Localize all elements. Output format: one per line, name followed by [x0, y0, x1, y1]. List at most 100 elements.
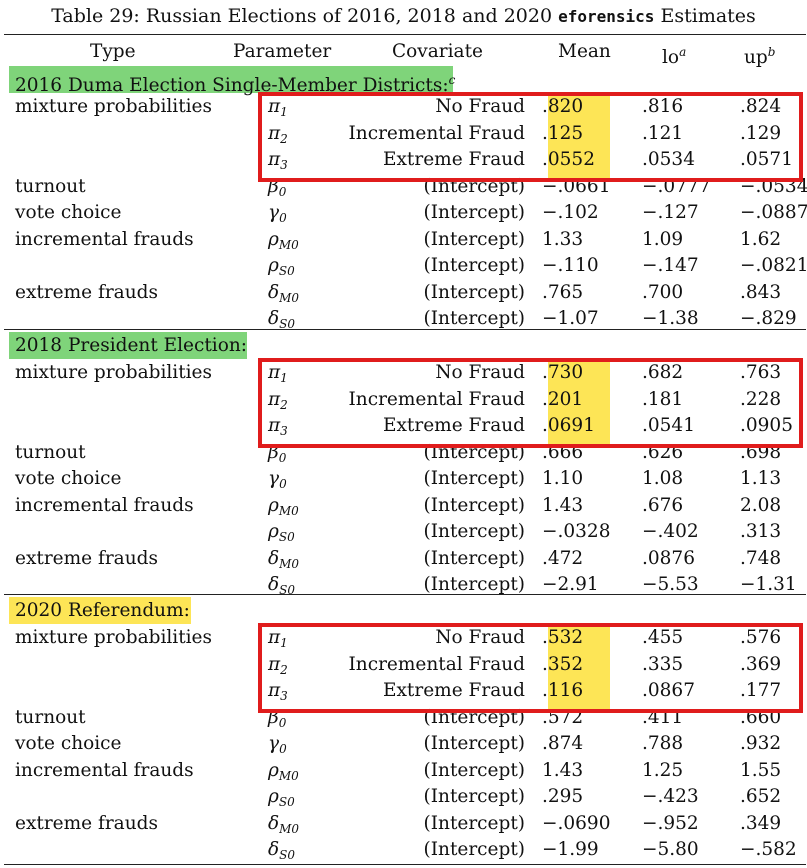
- row-mean: −.0690: [542, 812, 611, 834]
- row-lo: .700: [642, 281, 684, 303]
- parameter-subscript: M0: [278, 768, 299, 783]
- parameter-subscript: M0: [279, 290, 300, 305]
- row-up: .369: [740, 653, 782, 675]
- parameter-subscript: 0: [278, 715, 287, 730]
- row-parameter: π2: [268, 387, 288, 413]
- parameter-symbol: π: [268, 96, 281, 117]
- row-mean: −1.99: [542, 839, 599, 860]
- row-mean: .201: [542, 388, 584, 410]
- row-parameter: δM0: [268, 811, 299, 837]
- top-rule: [4, 34, 806, 35]
- row-mean: .352: [542, 653, 584, 675]
- header-covariate: Covariate: [392, 41, 483, 62]
- parameter-subscript: S0: [279, 848, 295, 862]
- row-covariate: (Intercept): [423, 812, 525, 834]
- parameter-subscript: S0: [278, 795, 295, 809]
- row-covariate: (Intercept): [423, 574, 525, 595]
- row-parameter: π1: [268, 625, 288, 651]
- parameter-symbol: ρ: [268, 521, 279, 542]
- row-covariate: (Intercept): [423, 202, 525, 223]
- row-parameter: π1: [268, 360, 288, 386]
- row-covariate: Extreme Fraud: [382, 680, 525, 701]
- row-covariate: (Intercept): [423, 733, 525, 754]
- row-covariate: No Fraud: [435, 627, 525, 648]
- section-title-text: 2020 Referendum:: [15, 600, 190, 621]
- header-type: Type: [90, 41, 136, 62]
- row-type: incremental frauds: [15, 228, 194, 250]
- row-mean: .116: [542, 680, 584, 701]
- header-lo-sup: a: [679, 45, 687, 59]
- parameter-subscript: M0: [279, 556, 300, 571]
- row-mean: 1.33: [542, 228, 584, 250]
- table-caption: Table 29: Russian Elections of 2016, 201…: [0, 3, 807, 29]
- parameter-symbol: π: [268, 627, 281, 648]
- caption-suffix: Estimates: [660, 5, 756, 27]
- row-up: .0905: [740, 415, 793, 436]
- row-lo: −5.80: [642, 839, 699, 860]
- row-type: extreme frauds: [15, 547, 158, 569]
- row-parameter: δS0: [268, 837, 295, 863]
- parameter-subscript: 0: [279, 211, 287, 225]
- row-parameter: π2: [268, 121, 288, 147]
- row-up: −.0821: [740, 255, 807, 276]
- row-mean: .532: [542, 627, 584, 648]
- row-parameter: ρS0: [268, 519, 295, 545]
- parameter-symbol: γ: [268, 733, 280, 754]
- parameter-symbol: δ: [268, 812, 280, 834]
- row-type: turnout: [15, 706, 86, 728]
- row-lo: .0541: [642, 415, 695, 436]
- row-type: mixture probabilities: [15, 627, 212, 648]
- row-parameter: δM0: [268, 280, 299, 306]
- header-parameter: Parameter: [233, 41, 332, 62]
- section-title-highlight: [9, 597, 191, 624]
- row-covariate: (Intercept): [423, 521, 525, 542]
- row-lo: .788: [642, 733, 684, 754]
- row-type: vote choice: [15, 733, 122, 754]
- row-lo: .0534: [642, 149, 695, 170]
- row-mean: .295: [542, 786, 584, 807]
- row-up: .0571: [740, 149, 793, 170]
- row-type: vote choice: [15, 202, 122, 223]
- row-mean: .730: [542, 362, 584, 383]
- row-type: vote choice: [15, 468, 122, 489]
- row-up: .313: [740, 521, 782, 542]
- row-mean: .0552: [542, 149, 595, 170]
- row-covariate: (Intercept): [423, 281, 525, 303]
- parameter-subscript: 0: [278, 184, 287, 199]
- parameter-symbol: γ: [268, 468, 280, 489]
- row-lo: .816: [642, 96, 684, 117]
- row-lo: −.952: [642, 812, 699, 834]
- parameter-subscript: M0: [279, 821, 300, 836]
- row-covariate: Incremental Fraud: [348, 388, 525, 410]
- row-parameter: ρM0: [268, 227, 299, 253]
- row-parameter: δS0: [268, 572, 295, 598]
- row-lo: .181: [642, 388, 684, 410]
- parameter-subscript: 1: [280, 105, 288, 119]
- parameter-subscript: 0: [279, 477, 287, 491]
- row-lo: −.127: [642, 202, 699, 223]
- row-mean: 1.43: [542, 494, 584, 516]
- row-lo: −5.53: [642, 574, 699, 595]
- bottom-rule: [4, 864, 806, 865]
- parameter-symbol: β: [268, 175, 279, 197]
- section-title: 2016 Duma Election Single-Member Distric…: [15, 67, 455, 97]
- parameter-symbol: δ: [268, 308, 280, 329]
- row-lo: −1.38: [642, 308, 699, 329]
- section-title-text: 2016 Duma Election Single-Member Distric…: [15, 75, 449, 97]
- row-mean: .125: [542, 122, 584, 144]
- parameter-symbol: δ: [268, 839, 280, 860]
- row-parameter: γ0: [268, 200, 287, 226]
- row-type: turnout: [15, 441, 86, 463]
- parameter-subscript: 0: [278, 450, 287, 465]
- header-lo-text: lo: [662, 47, 680, 69]
- row-lo: 1.08: [642, 468, 684, 489]
- row-covariate: (Intercept): [423, 308, 525, 329]
- row-up: 1.62: [740, 228, 782, 250]
- mean-highlight: [548, 362, 610, 444]
- row-covariate: Incremental Fraud: [348, 653, 525, 675]
- row-up: −.582: [740, 839, 797, 860]
- row-type: mixture probabilities: [15, 96, 212, 117]
- parameter-subscript: S0: [279, 583, 295, 597]
- parameter-symbol: π: [268, 388, 281, 410]
- row-lo: .0876: [642, 547, 695, 569]
